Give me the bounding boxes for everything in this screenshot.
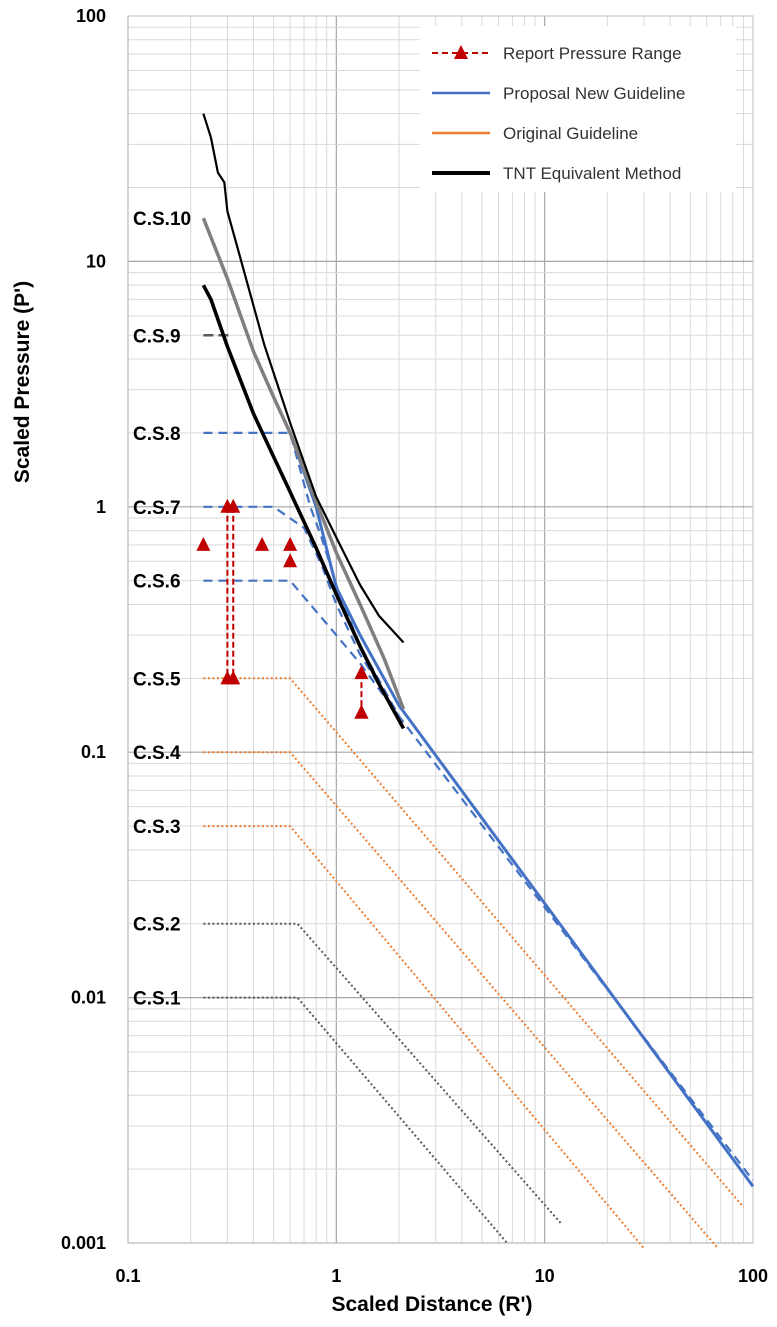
report-point bbox=[283, 553, 298, 568]
report-point bbox=[354, 665, 369, 680]
cs2-dotted-line bbox=[203, 922, 562, 1225]
x-tick-label: 0.1 bbox=[115, 1266, 140, 1286]
cs8-proposal-dashed-line bbox=[203, 431, 754, 1182]
y-tick-label: 0.01 bbox=[71, 988, 106, 1008]
legend-label: Report Pressure Range bbox=[503, 44, 682, 63]
cs7-proposal-dashed-line bbox=[203, 505, 400, 717]
report-point bbox=[354, 704, 369, 719]
y-tick-label: 10 bbox=[86, 251, 106, 271]
tnt-upper-line bbox=[202, 113, 405, 644]
y-tick-label: 100 bbox=[76, 6, 106, 26]
legend-label: Original Guideline bbox=[503, 124, 638, 143]
cs-label: C.S.4 bbox=[133, 743, 181, 764]
report-point bbox=[283, 536, 298, 551]
cs-label: C.S.2 bbox=[133, 915, 181, 936]
x-tick-label: 100 bbox=[738, 1266, 768, 1286]
legend-swatch-triangle bbox=[454, 45, 468, 59]
cs6-proposal-dashed-line bbox=[203, 579, 400, 717]
cs-label: C.S.1 bbox=[133, 989, 181, 1010]
cs-label: C.S.8 bbox=[133, 424, 181, 445]
legend-label: TNT Equivalent Method bbox=[503, 164, 681, 183]
report-point bbox=[255, 536, 270, 551]
cs-label: C.S.5 bbox=[133, 669, 181, 690]
grid-lines bbox=[127, 16, 753, 1244]
legend-label: Proposal New Guideline bbox=[503, 84, 685, 103]
cs5-original-guideline-line bbox=[203, 677, 745, 1208]
report-point bbox=[226, 670, 241, 685]
y-tick-label: 0.001 bbox=[61, 1233, 106, 1253]
tnt-equivalent-line bbox=[201, 284, 406, 730]
x-tick-label: 10 bbox=[535, 1266, 555, 1286]
tick-labels: 0.1 1 10 100 100 10 1 0.1 0.01 0.001 bbox=[61, 6, 768, 1286]
y-tick-label: 1 bbox=[96, 497, 106, 517]
report-point bbox=[196, 536, 211, 551]
cs-labels: C.S.10 C.S.9 C.S.8 C.S.7 C.S.6 C.S.5 C.S.4 C.S.… bbox=[133, 209, 191, 1009]
x-tick-label: 1 bbox=[331, 1266, 341, 1286]
cs-label: C.S.6 bbox=[133, 572, 181, 593]
x-axis-title: Scaled Distance (R') bbox=[331, 1293, 532, 1316]
cs-label: C.S.10 bbox=[133, 209, 191, 230]
cs10-grey-line bbox=[201, 217, 406, 710]
legend: Report Pressure Range Proposal New Guidel… bbox=[420, 26, 736, 192]
cs-label: C.S.3 bbox=[133, 817, 181, 838]
cs-label: C.S.9 bbox=[133, 326, 181, 347]
cs4-original-guideline-line bbox=[203, 751, 719, 1250]
series-group bbox=[196, 113, 755, 1250]
y-tick-label: 0.1 bbox=[81, 742, 106, 762]
cs3-original-guideline-line bbox=[203, 825, 645, 1250]
plot-frame bbox=[127, 15, 754, 1244]
y-axis-title: Scaled Pressure (P') bbox=[11, 281, 34, 483]
proposal-new-guideline-line bbox=[288, 432, 755, 1188]
report-point bbox=[226, 498, 241, 513]
cs-label: C.S.7 bbox=[133, 498, 181, 519]
